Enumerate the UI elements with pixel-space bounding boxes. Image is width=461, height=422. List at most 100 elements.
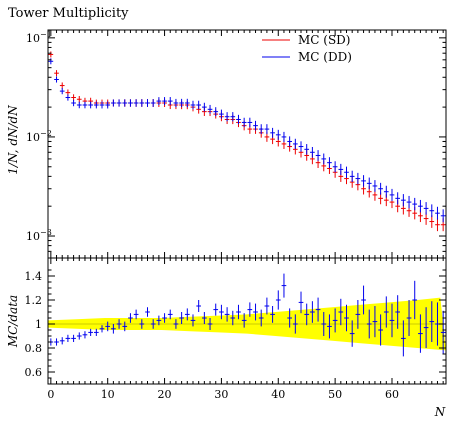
ratio-point: [361, 285, 366, 315]
main-point-dd: [383, 185, 389, 198]
main-point-dd: [150, 99, 156, 107]
main-point-dd: [65, 94, 71, 101]
main-point-dd: [389, 188, 395, 201]
ratio-point: [139, 319, 145, 329]
ratio-point: [93, 328, 99, 336]
main-y-tick-exponent: −2: [40, 129, 52, 138]
ratio-point: [111, 324, 116, 334]
main-point-dd: [219, 109, 224, 119]
main-point-dd: [184, 98, 190, 108]
ratio-point: [383, 296, 389, 328]
main-y-tick-label: 10−2: [26, 129, 52, 144]
main-point-dd: [275, 129, 281, 140]
ratio-point: [173, 319, 179, 329]
main-point-dd: [99, 101, 105, 109]
main-point-dd: [224, 112, 230, 122]
ratio-point: [429, 301, 435, 342]
main-point-dd: [355, 172, 361, 185]
main-point-dd: [59, 88, 65, 95]
main-point-dd: [406, 195, 412, 209]
main-point-dd: [71, 99, 76, 107]
main-y-tick-exponent: −1: [40, 30, 52, 39]
main-point-dd: [440, 209, 446, 223]
main-point-dd: [88, 101, 93, 109]
ratio-point: [196, 300, 202, 312]
main-plot-frame: [47, 29, 447, 259]
main-point-dd: [54, 76, 59, 83]
ratio-point: [412, 280, 418, 320]
main-point-dd: [298, 141, 304, 152]
main-point-dd: [395, 192, 401, 205]
ratio-point: [287, 308, 292, 328]
ratio-point: [202, 312, 207, 324]
x-tick-label: 30: [214, 388, 228, 401]
main-point-dd: [429, 204, 435, 218]
ratio-point: [281, 273, 287, 298]
ratio-point: [236, 304, 241, 320]
main-ylabel-prefix: 1/N: [6, 152, 20, 175]
ratio-point: [264, 297, 270, 315]
chart-title: Tower Multiplicity: [8, 6, 129, 21]
main-point-dd: [247, 117, 253, 128]
ratio-point: [99, 325, 105, 333]
main-point-dd: [378, 182, 383, 195]
main-point-dd: [207, 104, 213, 114]
ratio-point: [167, 309, 173, 320]
main-series-dd: [48, 58, 446, 223]
ratio-y-tick-label: 1.4: [25, 270, 43, 283]
ratio-point: [128, 313, 133, 323]
main-point-dd: [196, 100, 202, 110]
ratio-point: [88, 328, 93, 336]
main-point-sd: [76, 96, 82, 103]
ratio-point: [213, 303, 219, 316]
ratio-point: [321, 312, 327, 336]
ratio-ylabel: MC/data: [6, 295, 20, 348]
main-point-sd: [54, 70, 59, 77]
main-point-dd: [111, 99, 116, 107]
ratio-point: [150, 319, 156, 329]
ratio-plot-panel: [48, 273, 446, 357]
main-point-dd: [167, 97, 173, 106]
ratio-point: [327, 314, 332, 339]
ratio-point: [332, 308, 338, 333]
main-series-sd: [48, 51, 446, 232]
main-point-dd: [116, 99, 122, 107]
main-point-dd: [93, 101, 99, 109]
ratio-point: [156, 315, 162, 326]
ratio-point: [310, 301, 315, 323]
main-point-dd: [310, 146, 315, 158]
ratio-point: [258, 309, 264, 327]
ratio-point: [355, 300, 361, 329]
ratio-point: [395, 295, 401, 329]
main-point-dd: [412, 197, 418, 211]
main-y-tick-base: 10: [26, 230, 40, 243]
main-point-dd: [423, 202, 429, 215]
ratio-point: [372, 306, 378, 338]
main-point-sd: [435, 218, 440, 232]
ratio-point: [230, 310, 236, 326]
main-point-sd: [48, 51, 54, 58]
x-tick-label: 50: [328, 388, 342, 401]
main-point-dd: [321, 153, 327, 165]
ratio-point: [304, 303, 310, 326]
main-point-dd: [349, 170, 355, 183]
ratio-point: [315, 297, 321, 322]
ratio-point: [270, 306, 275, 323]
ratio-point: [219, 304, 224, 320]
main-point-dd: [145, 99, 150, 107]
x-axis-label: N: [434, 405, 446, 419]
main-point-dd: [179, 98, 184, 108]
main-point-dd: [327, 157, 332, 169]
ratio-point: [247, 302, 253, 317]
ratio-series-dd: [48, 273, 446, 357]
main-point-dd: [366, 177, 372, 190]
ratio-y-tick-label: 0.6: [25, 366, 43, 379]
main-point-dd: [202, 102, 207, 112]
ratio-point: [366, 309, 372, 339]
ratio-point: [224, 307, 230, 322]
ratio-point: [82, 331, 88, 339]
main-point-dd: [372, 180, 378, 192]
main-point-dd: [287, 136, 292, 147]
ratio-point: [59, 337, 65, 345]
ratio-point: [241, 313, 247, 328]
